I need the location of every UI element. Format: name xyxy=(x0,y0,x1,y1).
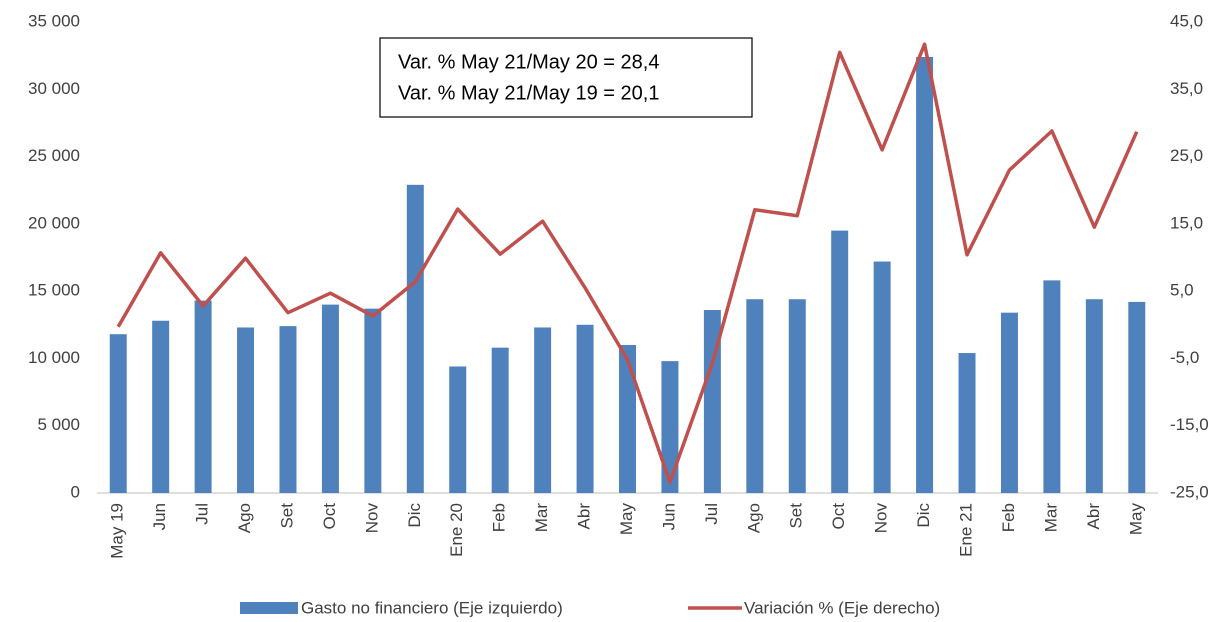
x-tick-label: Ene 21 xyxy=(957,503,976,557)
bar xyxy=(491,347,509,493)
y2-tick-label: 45,0 xyxy=(1170,11,1203,30)
y2-tick-label: 5,0 xyxy=(1170,281,1194,300)
y-tick-label: 20 000 xyxy=(28,213,80,232)
x-tick-label: Ene 20 xyxy=(447,503,466,557)
bar xyxy=(534,327,552,493)
x-tick-label: Set xyxy=(787,503,806,529)
x-tick-label: Jun xyxy=(150,503,169,530)
x-tick-label: Mar xyxy=(532,503,551,533)
x-tick-label: Set xyxy=(277,503,296,529)
legend-label: Gasto no financiero (Eje izquierdo) xyxy=(301,598,563,617)
y2-tick-label: -5,0 xyxy=(1170,348,1199,367)
x-tick-label: Oct xyxy=(320,503,339,530)
y2-tick-label: 15,0 xyxy=(1170,213,1203,232)
x-tick-label: Nov xyxy=(872,503,891,534)
x-tick-label: Jun xyxy=(659,503,678,530)
x-tick-label: Mar xyxy=(1041,503,1060,533)
x-tick-label: May 19 xyxy=(108,503,127,559)
bar xyxy=(703,309,721,493)
bar xyxy=(152,320,170,493)
bar xyxy=(279,326,297,493)
bar xyxy=(916,56,934,493)
x-tick-label: Dic xyxy=(405,503,424,528)
bar xyxy=(406,184,424,493)
x-tick-label: Oct xyxy=(829,503,848,530)
bar xyxy=(788,299,806,493)
annotation-box xyxy=(379,37,753,118)
bar xyxy=(576,324,594,493)
bar xyxy=(1043,280,1061,493)
x-tick-label: Nov xyxy=(362,503,381,534)
x-tick-label: Feb xyxy=(490,503,509,532)
x-tick-label: Ago xyxy=(235,503,254,533)
bar xyxy=(321,304,339,493)
line xyxy=(116,42,1139,484)
y2-tick-label: -25,0 xyxy=(1170,482,1209,501)
y-tick-label: 15 000 xyxy=(28,281,80,300)
x-tick-label: Feb xyxy=(999,503,1018,532)
bar xyxy=(661,361,679,493)
bar xyxy=(746,299,764,493)
y2-tick-label: -15,0 xyxy=(1170,415,1209,434)
x-tick-label: Jul xyxy=(193,503,212,525)
bar xyxy=(1128,301,1146,493)
x-tick-label: Ago xyxy=(744,503,763,533)
y-tick-label: 0 xyxy=(71,482,80,501)
bar xyxy=(237,327,255,493)
bar xyxy=(109,334,127,493)
bar xyxy=(831,230,849,494)
bar xyxy=(194,300,212,493)
y2-tick-label: 25,0 xyxy=(1170,146,1203,165)
legend-swatch xyxy=(240,602,298,614)
x-tick-label: May xyxy=(617,503,636,536)
bar xyxy=(619,344,636,493)
annotation: Var. % May 21/May 20 = 28,4 xyxy=(398,51,659,73)
x-tick-label: Abr xyxy=(575,503,594,530)
y-tick-label: 30 000 xyxy=(28,79,80,98)
bar xyxy=(449,366,467,493)
y-tick-label: 25 000 xyxy=(28,146,80,165)
bar xyxy=(364,308,382,493)
x-tick-label: Jul xyxy=(702,503,721,525)
bar xyxy=(873,261,891,493)
x-tick-label: Dic xyxy=(914,503,933,528)
y2-tick-label: 35,0 xyxy=(1170,79,1203,98)
bar xyxy=(1000,312,1018,493)
y-tick-label: 10 000 xyxy=(28,348,80,367)
x-tick-label: Abr xyxy=(1084,503,1103,530)
bar xyxy=(1085,299,1103,493)
x-tick-label: May xyxy=(1126,503,1145,536)
annotation: Var. % May 21/May 19 = 20,1 xyxy=(398,82,659,104)
bar xyxy=(958,353,976,493)
y-tick-label: 5 000 xyxy=(37,415,80,434)
y-tick-label: 35 000 xyxy=(28,11,80,30)
legend-label: Variación % (Eje derecho) xyxy=(744,598,940,617)
